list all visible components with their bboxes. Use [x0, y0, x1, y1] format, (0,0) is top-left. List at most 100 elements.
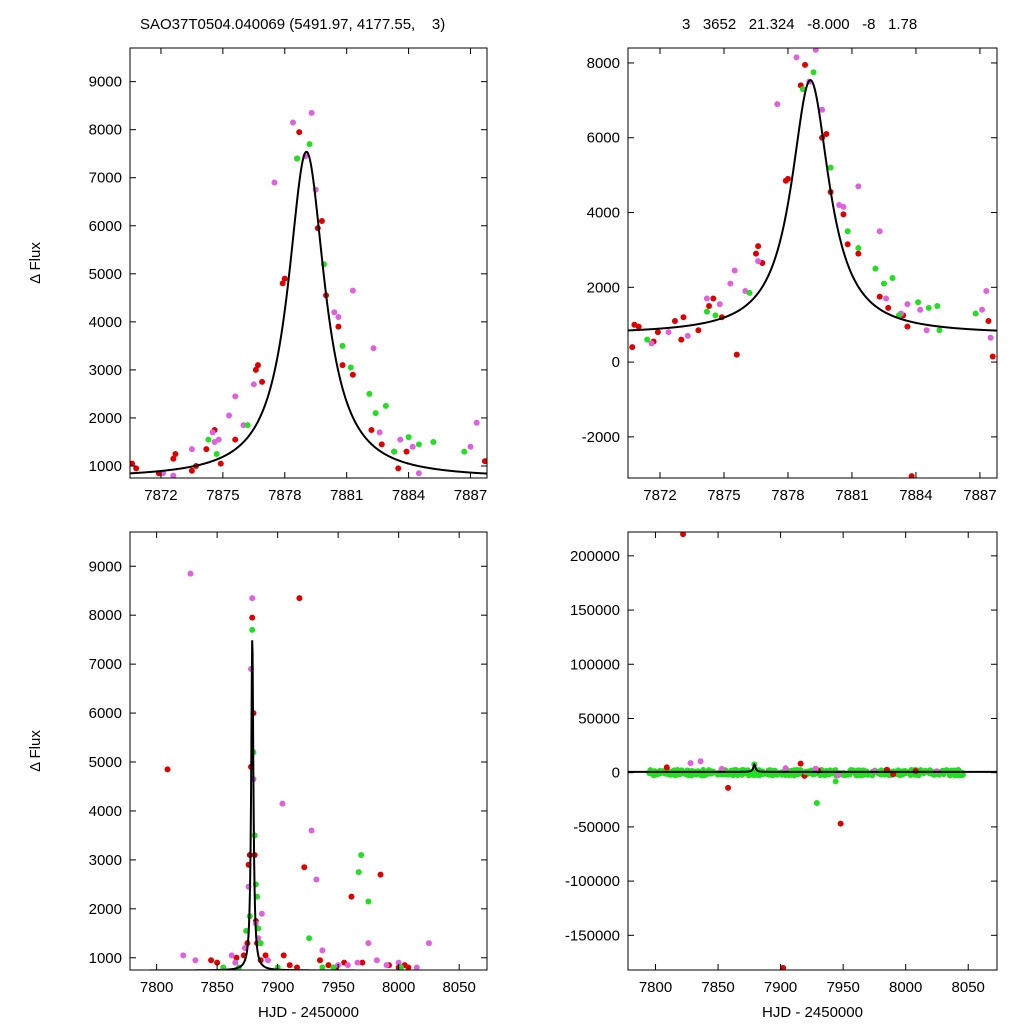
- x-axis-label: HJD - 2450000: [762, 1004, 863, 1021]
- data-point-green: [319, 964, 326, 970]
- x-tick-label: 7850: [200, 979, 233, 996]
- data-point-green: [358, 851, 365, 858]
- data-point-red: [780, 964, 787, 970]
- data-point-green: [844, 228, 851, 235]
- data-point-red: [904, 323, 911, 330]
- band-point: [734, 772, 741, 779]
- data-point-red: [249, 614, 256, 621]
- data-point-red: [281, 275, 288, 282]
- data-point-red: [296, 595, 303, 602]
- data-point-green: [257, 940, 264, 947]
- y-tick-label: 9000: [89, 558, 122, 575]
- plot-frame: [627, 531, 998, 971]
- data-point-red: [784, 175, 791, 182]
- data-point-magenta: [226, 412, 233, 419]
- data-point-green: [827, 164, 834, 171]
- data-point-magenta: [923, 327, 930, 334]
- data-point-red: [706, 303, 713, 309]
- data-point-red: [377, 871, 384, 878]
- data-point-green: [880, 280, 887, 287]
- data-point-red: [214, 959, 221, 966]
- y-tick-label: 8000: [587, 55, 620, 72]
- data-point-red: [680, 314, 687, 321]
- data-point-red: [233, 954, 240, 961]
- data-point-red: [279, 280, 286, 287]
- data-point-green: [915, 299, 922, 306]
- data-point-green: [366, 390, 373, 397]
- data-point-magenta: [370, 345, 377, 352]
- data-point-green: [355, 869, 362, 876]
- data-point-green: [339, 342, 346, 349]
- data-point-red: [481, 458, 487, 465]
- data-point-magenta: [425, 940, 432, 947]
- fit-curve: [628, 763, 997, 773]
- data-point-red: [405, 964, 412, 970]
- data-point-red: [348, 893, 355, 900]
- data-point-magenta: [258, 910, 265, 917]
- data-point-red: [403, 448, 410, 455]
- y-tick-label: 2000: [89, 901, 122, 918]
- y-tick-label: 100000: [570, 656, 620, 673]
- data-point-red: [217, 460, 224, 467]
- plot-frame: [129, 531, 488, 971]
- data-point-red: [133, 465, 140, 472]
- data-point-magenta: [703, 295, 710, 302]
- y-tick-label: -150000: [565, 927, 620, 944]
- data-point-magenta: [279, 800, 286, 807]
- data-point-green: [703, 308, 710, 315]
- x-tick-label: 8000: [382, 979, 415, 996]
- data-point-magenta: [883, 295, 890, 302]
- y-axis-label: Δ Flux: [27, 242, 44, 284]
- data-point-green: [799, 86, 806, 93]
- data-point-red: [359, 959, 366, 966]
- data-point-magenta: [987, 334, 994, 341]
- data-point-magenta: [840, 203, 847, 210]
- data-point-magenta: [228, 952, 235, 959]
- panel-top-left: 7872 7875 7878 7881 7884 7887 1000 2000 3000 4000…: [27, 47, 488, 504]
- y-tick-label: 5000: [89, 266, 122, 283]
- data-point-green: [244, 422, 251, 429]
- data-point-magenta: [727, 280, 734, 287]
- data-point-red: [663, 764, 670, 771]
- data-point-red: [671, 317, 678, 324]
- data-point-green: [306, 935, 313, 942]
- y-tick-label: 3000: [89, 362, 122, 379]
- data-point-green: [889, 274, 896, 281]
- y-tick-label: 8000: [89, 607, 122, 624]
- y-tick-label: -2000: [582, 429, 620, 446]
- data-point-red: [654, 329, 661, 336]
- data-point-red: [802, 61, 809, 68]
- y-tick-label: 0: [612, 354, 620, 371]
- data-point-red: [885, 304, 892, 311]
- data-point-magenta: [249, 595, 256, 602]
- x-tick-label: 7887: [454, 487, 487, 504]
- x-tick-label: 7878: [771, 487, 804, 504]
- data-point-magenta: [812, 48, 819, 53]
- data-point-red: [837, 820, 844, 827]
- data-point-green: [382, 402, 389, 409]
- data-point-green: [644, 336, 651, 343]
- x-tick-label: 7872: [643, 487, 676, 504]
- y-tick-label: 7000: [89, 170, 122, 187]
- data-point-red: [254, 362, 261, 369]
- x-tick-label: 7800: [140, 979, 173, 996]
- x-tick-label: 7950: [321, 979, 354, 996]
- data-point-green: [430, 438, 437, 445]
- data-point-magenta: [335, 314, 342, 321]
- panel-top-right: 7872 7875 7878 7881 7884 7887 -2000 0 2000 4000 60…: [582, 47, 998, 504]
- y-tick-label: 1000: [89, 950, 122, 967]
- data-point-red: [755, 243, 762, 250]
- data-point-green: [249, 626, 256, 633]
- data-point-magenta: [819, 106, 826, 113]
- band-point: [951, 772, 958, 779]
- data-point-magenta: [983, 288, 990, 295]
- data-point-green: [934, 303, 941, 309]
- data-point-red: [823, 131, 830, 137]
- data-point-red: [680, 532, 687, 538]
- data-point-red: [695, 327, 702, 334]
- plot-area: [130, 570, 487, 970]
- data-point-red: [294, 964, 301, 970]
- chart-title-right: 3 3652 21.324 -8.000 -8 1.78: [682, 16, 918, 33]
- y-tick-label: 4000: [89, 803, 122, 820]
- data-point-green: [398, 964, 405, 970]
